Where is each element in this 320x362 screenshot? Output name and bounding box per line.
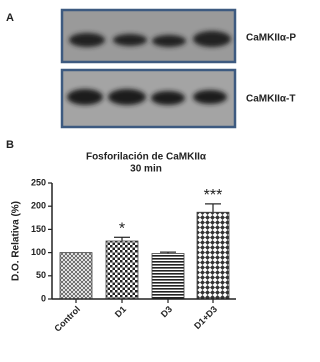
bar: [59, 252, 93, 300]
blot-label: CaMKIIα-T: [246, 94, 295, 105]
blot-label: CaMKIIα-P: [246, 33, 296, 44]
y-tick-label: 150: [31, 224, 46, 234]
y-tick-label: 50: [36, 270, 46, 280]
x-tick-label: D1+D3: [192, 304, 219, 331]
x-tick-label: D1: [113, 304, 128, 319]
blot-t: [60, 68, 237, 129]
chart-subtitle: 30 min: [130, 164, 162, 175]
y-axis-label: D.O. Relativa (%): [11, 201, 22, 281]
significance: ***: [204, 187, 223, 204]
significance: *: [119, 221, 125, 238]
bar: [105, 240, 139, 300]
y-tick-label: 100: [31, 247, 46, 257]
blot-p: [60, 8, 237, 64]
y-tick-label: 250: [31, 177, 46, 187]
y-tick-label: 0: [41, 293, 46, 303]
bar: [196, 211, 230, 300]
x-tick-label: D3: [159, 304, 174, 319]
x-tick-label: Control: [52, 304, 82, 334]
chart-title: Fosforilación de CaMKIIα: [86, 152, 207, 163]
bar: [151, 253, 185, 300]
panel-label: A: [6, 12, 14, 24]
y-tick-label: 200: [31, 201, 46, 211]
panel-label: B: [6, 139, 14, 151]
